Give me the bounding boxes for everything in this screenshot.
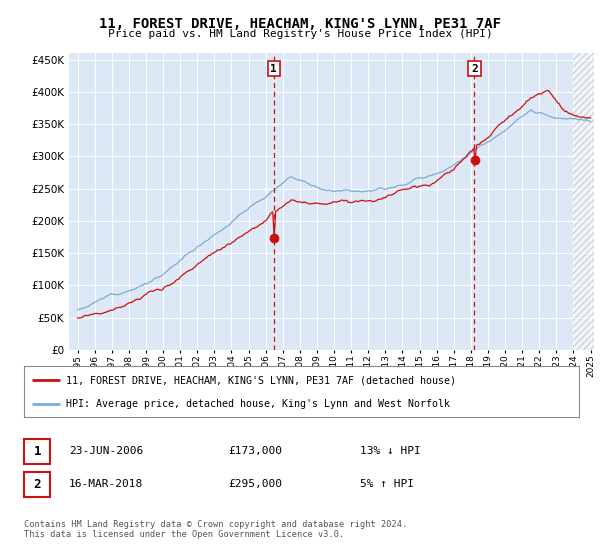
Text: 1: 1 (34, 445, 41, 458)
Text: £173,000: £173,000 (228, 446, 282, 456)
Text: £295,000: £295,000 (228, 479, 282, 489)
Text: 13% ↓ HPI: 13% ↓ HPI (360, 446, 421, 456)
Text: 11, FOREST DRIVE, HEACHAM, KING'S LYNN, PE31 7AF: 11, FOREST DRIVE, HEACHAM, KING'S LYNN, … (99, 17, 501, 31)
Text: 2: 2 (471, 64, 478, 73)
Text: HPI: Average price, detached house, King's Lynn and West Norfolk: HPI: Average price, detached house, King… (65, 399, 449, 409)
Text: 23-JUN-2006: 23-JUN-2006 (69, 446, 143, 456)
Text: Contains HM Land Registry data © Crown copyright and database right 2024.
This d: Contains HM Land Registry data © Crown c… (24, 520, 407, 539)
Text: 1: 1 (271, 64, 277, 73)
Text: 11, FOREST DRIVE, HEACHAM, KING'S LYNN, PE31 7AF (detached house): 11, FOREST DRIVE, HEACHAM, KING'S LYNN, … (65, 375, 455, 385)
Text: 2: 2 (34, 478, 41, 491)
Text: 16-MAR-2018: 16-MAR-2018 (69, 479, 143, 489)
Text: Price paid vs. HM Land Registry's House Price Index (HPI): Price paid vs. HM Land Registry's House … (107, 29, 493, 39)
Text: 5% ↑ HPI: 5% ↑ HPI (360, 479, 414, 489)
